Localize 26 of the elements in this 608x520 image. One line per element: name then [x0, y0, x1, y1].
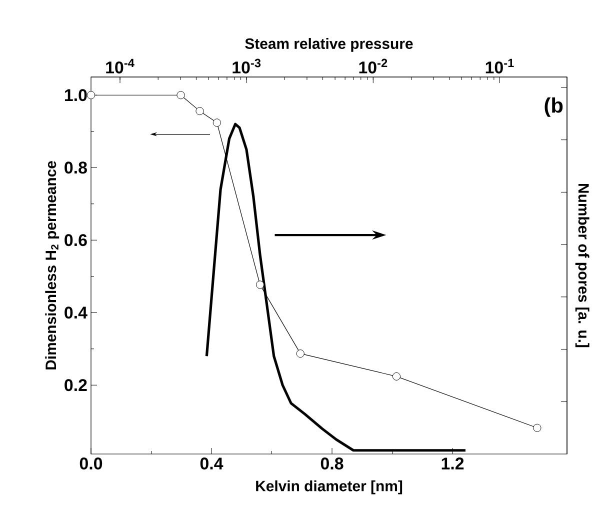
y-tick-label: 0.6 — [64, 234, 87, 246]
x2-tick-label: 10$^{-3}$ — [232, 58, 261, 74]
point — [212, 118, 221, 127]
point — [392, 372, 401, 380]
x2-axis-title: Steam relative pressure — [245, 38, 413, 52]
x-tick-label: 1.2 — [442, 458, 464, 470]
y-tick-label: 0.8 — [64, 162, 87, 174]
point — [86, 91, 96, 100]
x2-tick-label: 10$^{-1}$ — [486, 58, 514, 74]
y-tick-label: 0.4 — [64, 306, 88, 319]
x2-tick-label: 10$^{-4}$ — [106, 58, 134, 74]
point — [176, 91, 185, 100]
y-tick-label: 1.0 — [64, 89, 87, 102]
x-tick-label: 0.8 — [320, 458, 344, 470]
point — [256, 280, 264, 289]
y2-axis-title: Number of pores [a. u.] — [575, 184, 590, 348]
y-tick-label: 0.2 — [64, 379, 87, 392]
point — [296, 350, 304, 358]
x2-tick-label: 10$^{-2}$ — [359, 58, 388, 74]
y-axis-title: Dimensionless H$_{2}$ permeance — [45, 161, 60, 370]
point — [196, 107, 204, 116]
point — [533, 424, 542, 432]
x-tick-label: 0.4 — [200, 458, 224, 470]
x-axis-title: Kelvin diameter [nm] — [256, 480, 402, 494]
x-tick-label: 0.0 — [80, 458, 102, 470]
annotation: (b — [544, 97, 563, 117]
